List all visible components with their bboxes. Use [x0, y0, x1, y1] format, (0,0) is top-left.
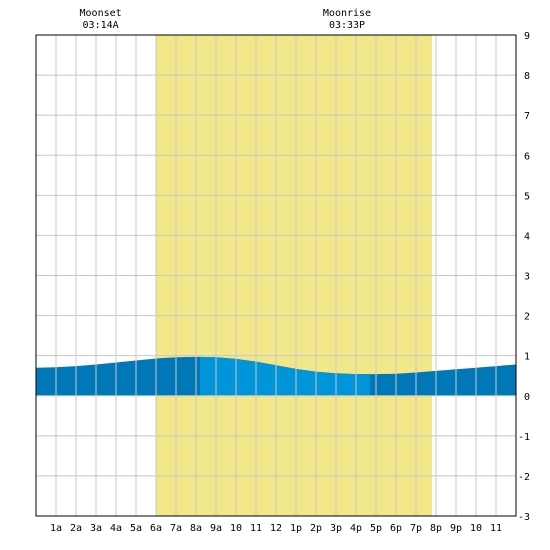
x-tick-label: 10: [470, 523, 482, 534]
moon-event-time: 03:14A: [83, 20, 119, 31]
x-tick-label: 6a: [150, 523, 162, 534]
y-tick-label: 7: [524, 111, 530, 122]
x-tick-label: 10: [230, 523, 242, 534]
x-tick-label: 7p: [410, 523, 422, 534]
y-tick-label: 3: [524, 272, 530, 283]
y-axis-tick-labels: 9 8 7 6 5 4 3 2 1 0 -1 -2 -3: [518, 31, 530, 523]
tide-area-high-segment: [200, 356, 370, 396]
x-tick-label: 5a: [130, 523, 142, 534]
x-tick-label: 4a: [110, 523, 122, 534]
x-tick-label: 11: [250, 523, 262, 534]
y-tick-label: 8: [524, 71, 530, 82]
x-tick-label: 5p: [370, 523, 382, 534]
x-tick-label: 8p: [430, 523, 442, 534]
x-tick-label: 9p: [450, 523, 462, 534]
x-tick-label: 11: [490, 523, 502, 534]
moon-event-label: Moonset: [80, 8, 122, 19]
x-tick-label: 2a: [70, 523, 82, 534]
y-tick-label: 4: [524, 231, 530, 242]
x-tick-label: 8a: [190, 523, 202, 534]
x-tick-label: 4p: [350, 523, 362, 534]
y-tick-label: 1: [524, 352, 530, 363]
moon-event-time: 03:33P: [329, 20, 365, 31]
x-tick-label: 6p: [390, 523, 402, 534]
y-tick-label: -2: [518, 472, 530, 483]
x-tick-label: 3a: [90, 523, 102, 534]
x-tick-label: 12: [270, 523, 282, 534]
y-tick-label: 5: [524, 191, 530, 202]
x-tick-label: 1a: [50, 523, 62, 534]
plot-frame: [35, 34, 517, 517]
y-tick-label: -3: [518, 512, 530, 523]
moon-event-label: Moonrise: [323, 8, 371, 19]
x-tick-label: 2p: [310, 523, 322, 534]
x-axis-tick-labels: 1a 2a 3a 4a 5a 6a 7a 8a 9a 10 11 12 1p 2p 3p 4p 5p 6p 7p 8p…: [50, 523, 502, 534]
y-tick-label: -1: [518, 432, 530, 443]
x-tick-label: 3p: [330, 523, 342, 534]
y-tick-label: 2: [524, 312, 530, 323]
y-tick-label: 9: [524, 31, 530, 42]
x-tick-label: 9a: [210, 523, 222, 534]
y-tick-label: 6: [524, 151, 530, 162]
grid-layer: [36, 35, 516, 516]
y-tick-label: 0: [524, 392, 530, 403]
x-tick-label: 7a: [170, 523, 182, 534]
x-tick-label: 1p: [290, 523, 302, 534]
